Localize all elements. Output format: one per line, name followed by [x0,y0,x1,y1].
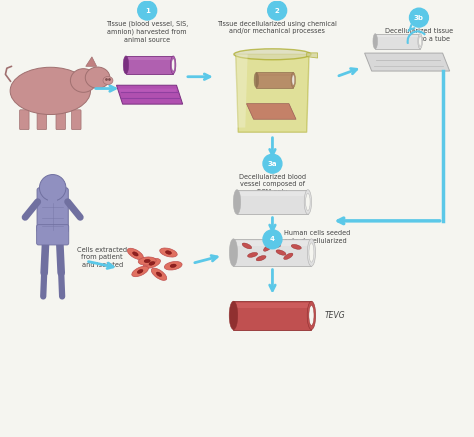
Ellipse shape [233,190,241,214]
Ellipse shape [103,76,113,84]
FancyBboxPatch shape [72,110,81,130]
Ellipse shape [171,56,176,74]
Ellipse shape [132,266,148,277]
Ellipse shape [123,56,128,74]
Text: Human cells seeded
onto decellularized
construct: Human cells seeded onto decellularized c… [284,230,351,251]
Polygon shape [118,89,177,92]
Text: Decellularized blood
vessel composed of
ECM only: Decellularized blood vessel composed of … [239,173,306,194]
Bar [375,35,420,38]
Ellipse shape [149,261,155,265]
Text: 3a: 3a [268,161,277,166]
Ellipse shape [291,73,295,87]
Circle shape [263,154,282,173]
Ellipse shape [242,243,252,249]
Ellipse shape [419,36,421,47]
Ellipse shape [229,239,237,266]
Ellipse shape [128,248,144,260]
Ellipse shape [247,253,258,257]
Text: Tissue (blood vessel, SIS,
amnion) harvested from
animal source: Tissue (blood vessel, SIS, amnion) harve… [106,21,188,43]
Text: 3b: 3b [414,15,424,21]
Ellipse shape [137,270,143,274]
Ellipse shape [160,248,177,257]
Ellipse shape [172,59,175,71]
FancyBboxPatch shape [36,225,69,245]
Text: 4: 4 [270,236,275,242]
Bar [256,73,293,87]
Polygon shape [86,57,97,66]
FancyBboxPatch shape [56,110,65,130]
Polygon shape [307,53,318,58]
Ellipse shape [373,34,377,49]
Text: 2: 2 [275,7,280,14]
Circle shape [410,8,428,27]
Bar [237,190,308,214]
Ellipse shape [151,268,167,281]
Ellipse shape [292,75,295,85]
Ellipse shape [309,243,314,262]
Polygon shape [117,85,182,104]
Ellipse shape [264,244,273,251]
Polygon shape [365,53,450,71]
Ellipse shape [10,67,91,114]
FancyBboxPatch shape [37,188,68,232]
Ellipse shape [71,69,96,92]
Bar [234,239,311,266]
Ellipse shape [307,301,316,329]
Ellipse shape [256,256,266,261]
Ellipse shape [304,190,311,214]
Ellipse shape [85,67,110,88]
Bar [234,241,311,246]
Ellipse shape [307,239,316,266]
Ellipse shape [270,243,281,247]
Circle shape [39,174,66,201]
Ellipse shape [138,257,156,265]
Ellipse shape [418,34,422,49]
Ellipse shape [170,264,176,267]
Bar [237,191,308,196]
Ellipse shape [165,251,172,254]
Ellipse shape [229,301,237,329]
FancyBboxPatch shape [37,110,46,130]
Ellipse shape [143,259,161,268]
Bar [126,57,173,60]
Text: Decellularized tissue
shaped into a tube: Decellularized tissue shaped into a tube [385,28,453,42]
Bar [48,188,57,203]
Polygon shape [246,104,296,119]
Bar [375,34,420,49]
Polygon shape [236,54,247,128]
Polygon shape [236,54,309,132]
Bar [234,301,311,329]
Bar [126,56,173,74]
FancyBboxPatch shape [19,110,29,130]
Text: Tissue decellularized using chemical
and/or mechanical processes: Tissue decellularized using chemical and… [217,21,337,35]
Ellipse shape [276,250,286,255]
Ellipse shape [291,244,301,250]
Ellipse shape [306,193,310,211]
Ellipse shape [164,261,182,270]
Ellipse shape [309,305,314,325]
Text: Cells extracted
from patient
and isolated: Cells extracted from patient and isolate… [77,247,128,268]
Text: TEVG: TEVG [324,311,345,320]
Circle shape [263,230,282,249]
Ellipse shape [156,272,162,277]
Ellipse shape [144,260,150,263]
Ellipse shape [284,253,293,260]
Ellipse shape [234,49,311,60]
Ellipse shape [254,73,259,87]
Text: 1: 1 [145,7,150,14]
Circle shape [138,1,156,20]
Ellipse shape [133,252,138,256]
Bar [234,303,311,308]
Circle shape [268,1,287,20]
Bar [256,73,293,76]
